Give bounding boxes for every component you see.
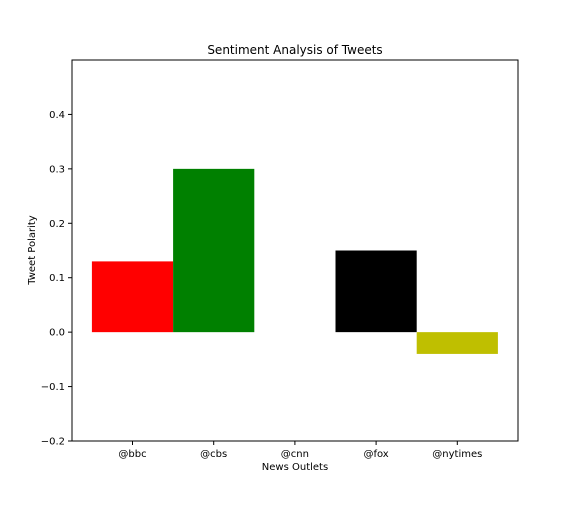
bar-nytimes [416, 332, 498, 354]
bar-cbs [173, 168, 255, 333]
x-tick-label: @cnn [281, 449, 309, 460]
y-tick-label: −0.2 [41, 437, 65, 448]
y-tick-label: 0.2 [49, 219, 65, 230]
y-tick-label: 0.3 [49, 164, 65, 175]
x-tick-label: @nytimes [432, 449, 482, 460]
x-tick-label: @fox [363, 449, 388, 460]
x-tick-label: @cbs [200, 449, 227, 460]
y-tick-label: −0.1 [41, 382, 65, 393]
y-tick-label: 0.0 [49, 328, 65, 339]
x-tick-label: @bbc [118, 449, 146, 460]
y-tick-label: 0.4 [49, 110, 65, 121]
x-axis-label: News Outlets [262, 462, 328, 473]
bars-layer [91, 168, 498, 354]
chart-title: Sentiment Analysis of Tweets [207, 43, 382, 57]
y-tick-label: 0.1 [49, 273, 65, 284]
plot-frame [71, 59, 519, 442]
bar-bbc [91, 261, 174, 333]
bar-fox [335, 250, 417, 333]
y-axis-label: Tweet Polarity [27, 215, 38, 286]
ticks-layer: @bbc @cbs @cnn @fox @nytimes −0.2 −0.1 0.0 0.1 0.… [41, 110, 483, 460]
